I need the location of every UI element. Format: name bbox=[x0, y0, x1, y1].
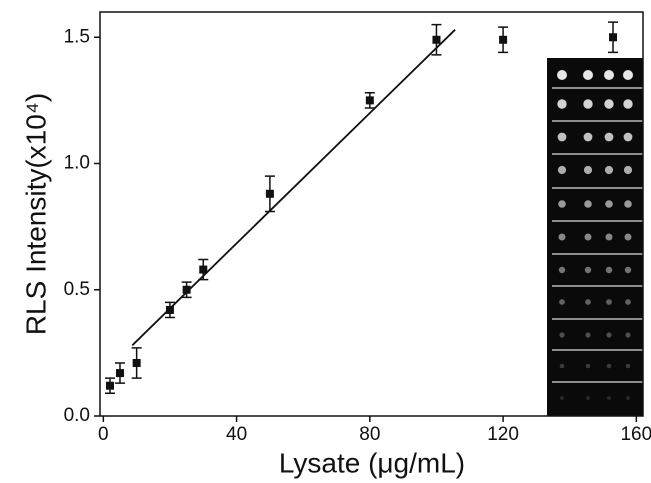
x-tick-label: 120 bbox=[487, 424, 519, 445]
data-point bbox=[115, 369, 124, 378]
inset-dot bbox=[605, 200, 613, 208]
inset-dot bbox=[604, 70, 614, 80]
x-tick-label: 160 bbox=[620, 424, 651, 445]
inset-dot bbox=[585, 332, 591, 338]
inset-dot bbox=[605, 233, 613, 241]
inset-dot bbox=[623, 165, 633, 175]
inset-dot bbox=[558, 200, 566, 208]
data-point bbox=[365, 96, 374, 105]
data-point bbox=[499, 35, 508, 44]
inset-dot bbox=[623, 70, 633, 80]
data-point bbox=[132, 358, 141, 367]
inset-dot bbox=[607, 396, 611, 400]
x-axis-label: Lysate (μg/mL) bbox=[279, 447, 465, 478]
inset-dot bbox=[625, 299, 631, 305]
inset-dot bbox=[560, 396, 564, 400]
inset-dot bbox=[624, 233, 632, 241]
inset-dot bbox=[604, 99, 614, 109]
inset-dot bbox=[583, 70, 593, 80]
inset-dot bbox=[586, 396, 590, 400]
data-point bbox=[432, 35, 441, 44]
inset-dot bbox=[585, 363, 591, 369]
inset-dot bbox=[557, 99, 567, 109]
y-tick-label: 0.5 bbox=[64, 279, 90, 300]
plot-frame bbox=[99, 11, 644, 417]
inset-dot bbox=[584, 233, 592, 241]
inset-dot bbox=[606, 332, 612, 338]
inset-dot bbox=[605, 266, 613, 274]
y-tick-label: 1.0 bbox=[64, 153, 90, 174]
inset-dot bbox=[559, 332, 565, 338]
inset-dot bbox=[559, 299, 565, 305]
y-tick-label: 1.5 bbox=[64, 26, 90, 47]
inset-image bbox=[547, 58, 643, 416]
inset-dot bbox=[624, 200, 632, 208]
inset-dot bbox=[583, 99, 593, 109]
inset-dot bbox=[558, 266, 566, 274]
data-point bbox=[199, 265, 208, 274]
inset-dot bbox=[604, 132, 614, 142]
inset-dot bbox=[606, 363, 612, 369]
data-point bbox=[165, 305, 174, 314]
inset-dot bbox=[557, 70, 567, 80]
data-point bbox=[182, 285, 191, 294]
inset-dot bbox=[583, 165, 593, 175]
inset-dot bbox=[583, 132, 593, 142]
inset-dot bbox=[623, 132, 633, 142]
inset-dot bbox=[559, 363, 565, 369]
x-tick-label: 40 bbox=[226, 424, 247, 445]
x-tick-label: 0 bbox=[98, 424, 109, 445]
inset-dot bbox=[585, 299, 591, 305]
data-point bbox=[105, 381, 114, 390]
inset-dot bbox=[624, 266, 632, 274]
fit-line bbox=[131, 29, 456, 346]
data-point bbox=[609, 33, 618, 42]
inset-dot bbox=[626, 396, 630, 400]
y-tick-label: 0.0 bbox=[64, 405, 90, 426]
inset-dot bbox=[584, 266, 592, 274]
data-point bbox=[265, 189, 274, 198]
inset-dot bbox=[558, 233, 566, 241]
inset-dot bbox=[604, 165, 614, 175]
inset-dot bbox=[584, 200, 592, 208]
inset-dot bbox=[557, 132, 567, 142]
inset-dot bbox=[606, 299, 612, 305]
inset-dot bbox=[623, 99, 633, 109]
inset-dot bbox=[557, 165, 567, 175]
inset-dot bbox=[625, 332, 631, 338]
x-tick-label: 80 bbox=[359, 424, 380, 445]
inset-dot bbox=[625, 363, 631, 369]
y-axis-label: RLS Intensity(x10⁴) bbox=[20, 93, 51, 335]
